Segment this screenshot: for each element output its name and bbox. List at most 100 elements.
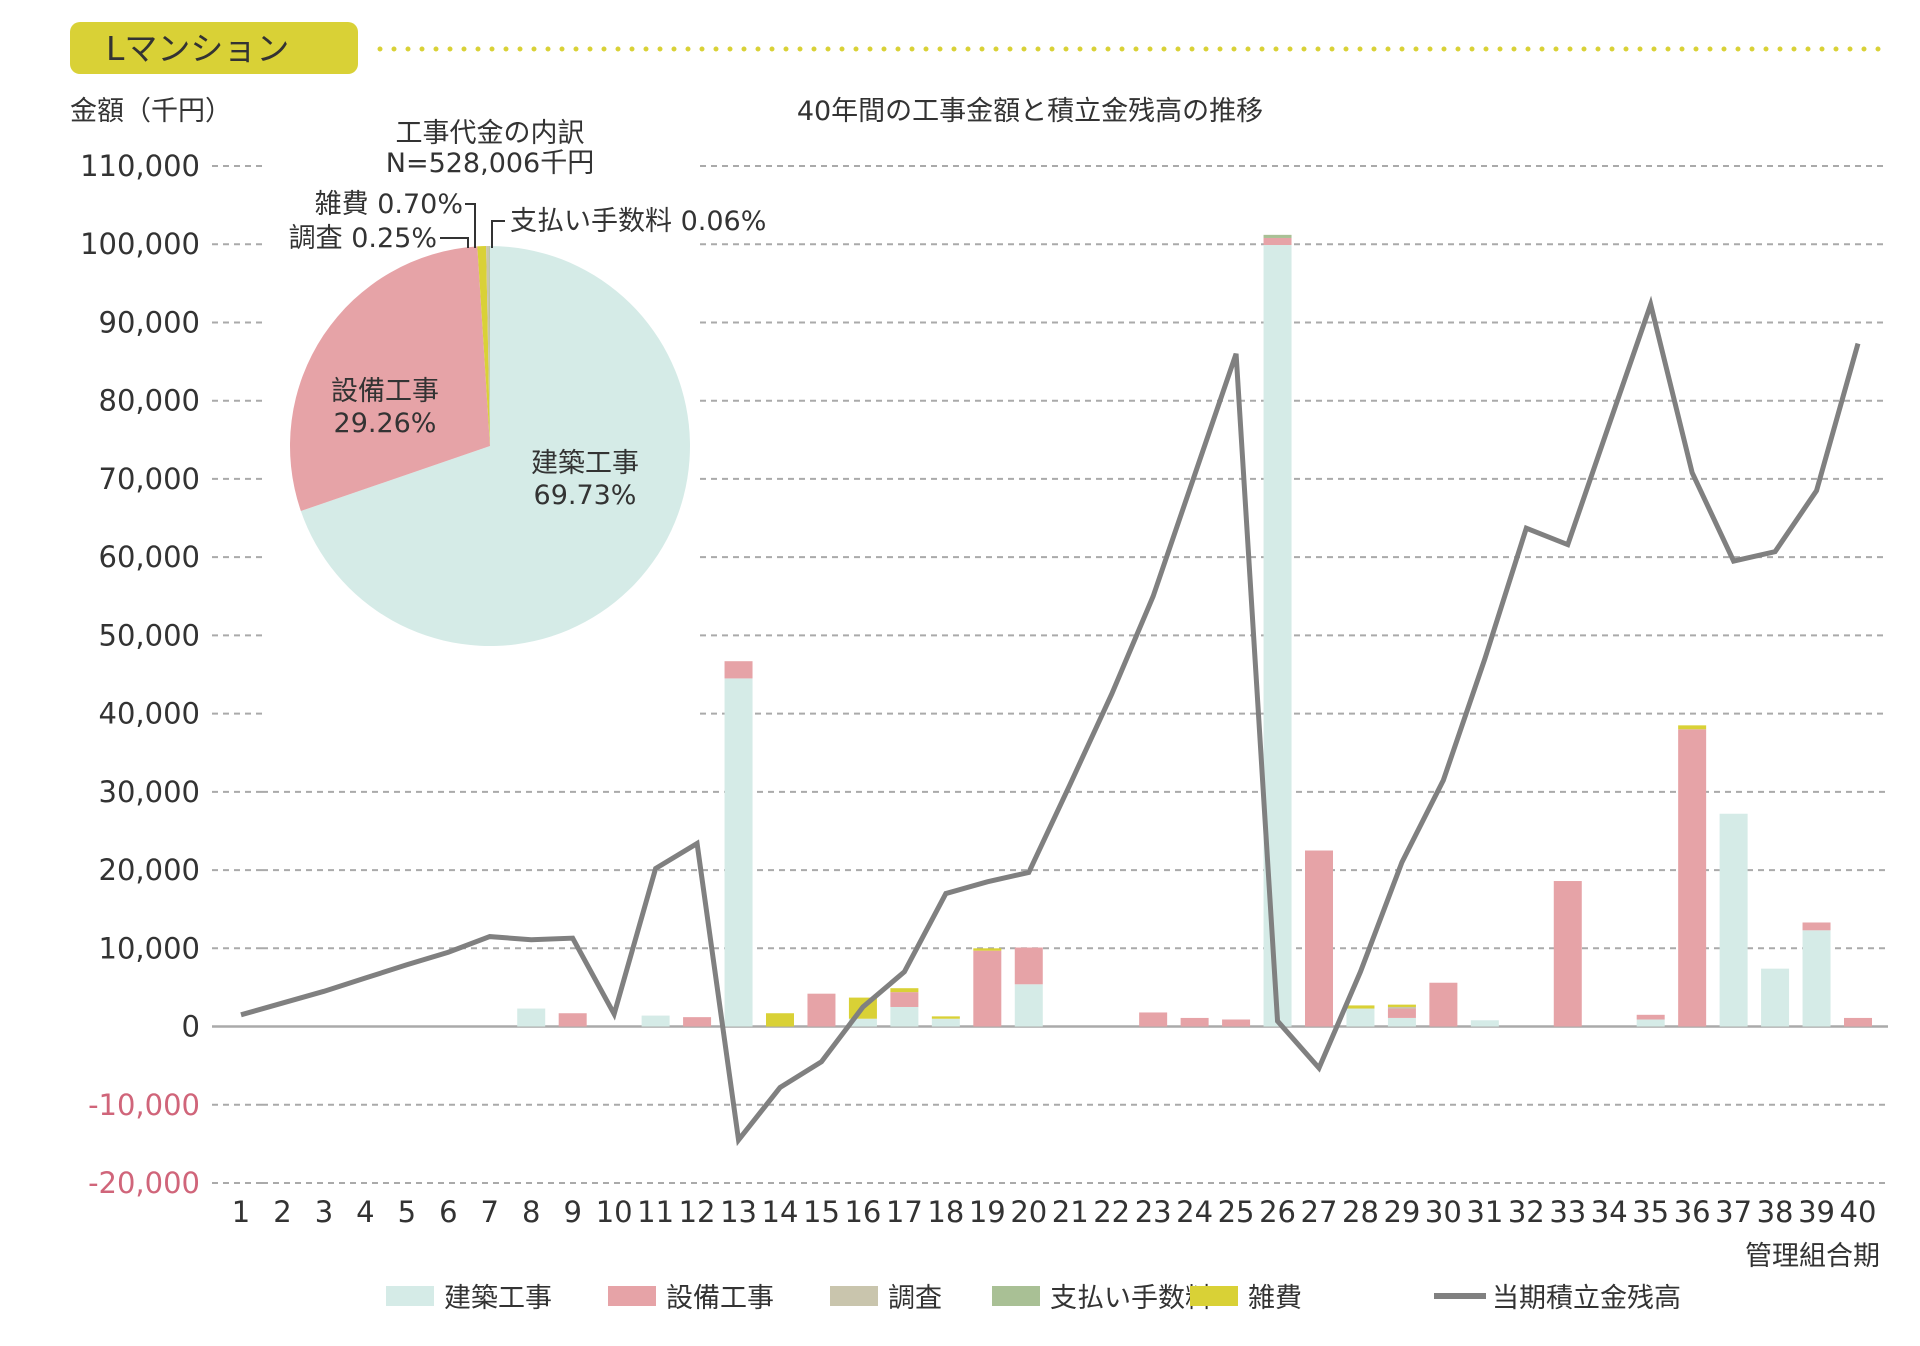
bar-建築工事: [641, 1015, 670, 1027]
x-tick-label: 12: [679, 1195, 716, 1229]
x-tick-label: 19: [969, 1195, 1006, 1229]
x-tick-label: 15: [803, 1195, 840, 1229]
legend-swatch: [992, 1286, 1040, 1306]
bar-建築工事: [517, 1008, 546, 1027]
x-tick-label: 8: [522, 1195, 540, 1229]
x-tick-label: 30: [1425, 1195, 1462, 1229]
x-tick-label: 22: [1093, 1195, 1130, 1229]
legend-item: 当期積立金残高: [1434, 1283, 1681, 1314]
x-tick-label: 3: [315, 1195, 333, 1229]
x-tick-label: 11: [637, 1195, 674, 1229]
bar-建築工事: [1014, 984, 1043, 1027]
x-tick-label: 16: [844, 1195, 881, 1229]
x-tick-label: 20: [1010, 1195, 1047, 1229]
y-tick-label: 30,000: [99, 775, 200, 809]
pie-title: 工事代金の内訳: [396, 118, 585, 149]
x-tick-label: 21: [1052, 1195, 1089, 1229]
x-tick-label: 14: [762, 1195, 799, 1229]
x-tick-label: 5: [398, 1195, 416, 1229]
y-tick-label: 60,000: [99, 540, 200, 574]
x-tick-label: 29: [1383, 1195, 1420, 1229]
x-tick-label: 34: [1591, 1195, 1628, 1229]
pie-label-value: 29.26%: [334, 408, 437, 439]
bar-建築工事: [1346, 1008, 1375, 1027]
bar-設備工事: [973, 950, 1002, 1027]
bar-支払い手数料: [1263, 234, 1292, 238]
bar-雑費: [1678, 725, 1707, 730]
bar-建築工事: [931, 1018, 960, 1027]
bar-建築工事: [1761, 968, 1790, 1027]
legend-label: 当期積立金残高: [1492, 1283, 1681, 1314]
x-tick-label: 28: [1342, 1195, 1379, 1229]
x-tick-label: 4: [356, 1195, 374, 1229]
x-tick-label: 35: [1632, 1195, 1669, 1229]
legend-item: 雑費: [1190, 1283, 1302, 1314]
bar-建築工事: [890, 1006, 919, 1027]
leader-line: [491, 220, 505, 248]
bar-建築工事: [1470, 1020, 1499, 1027]
x-tick-label: 2: [273, 1195, 291, 1229]
bar-建築工事: [1802, 930, 1831, 1027]
legend-label: 雑費: [1248, 1283, 1302, 1314]
x-tick-label: 31: [1466, 1195, 1503, 1229]
bar-設備工事: [1429, 982, 1458, 1027]
x-tick-label: 25: [1218, 1195, 1255, 1229]
chart-title: 40年間の工事金額と積立金残高の推移: [797, 96, 1263, 127]
y-tick-label: 110,000: [80, 149, 200, 183]
bar-設備工事: [724, 661, 753, 679]
x-tick-label: 33: [1549, 1195, 1586, 1229]
x-tick-label: 13: [720, 1195, 757, 1229]
y-tick-label: 80,000: [99, 384, 200, 418]
bar-設備工事: [1222, 1019, 1251, 1027]
bar-設備工事: [558, 1013, 587, 1027]
header-badge: Lマンション: [70, 22, 358, 74]
y-tick-label: 20,000: [99, 853, 200, 887]
bar-設備工事: [1387, 1008, 1416, 1018]
bar-雑費: [890, 988, 919, 993]
pie-subtitle: N=528,006千円: [386, 148, 594, 179]
legend-item: 設備工事: [608, 1283, 774, 1314]
x-tick-label: 1: [232, 1195, 250, 1229]
y-axis-label: 金額（千円）: [70, 96, 232, 127]
x-axis-label: 管理組合期: [1745, 1241, 1880, 1272]
bar-設備工事: [1305, 850, 1333, 1027]
x-tick-label: 17: [886, 1195, 923, 1229]
bar-設備工事: [1180, 1017, 1209, 1027]
x-tick-label: 26: [1259, 1195, 1296, 1229]
legend-label: 建築工事: [444, 1283, 552, 1314]
bar-建築工事: [1719, 813, 1748, 1027]
bar-建築工事: [848, 1018, 877, 1027]
x-tick-label: 38: [1757, 1195, 1794, 1229]
bar-設備工事: [1263, 237, 1292, 246]
bar-建築工事: [724, 678, 753, 1027]
bar-建築工事: [1636, 1019, 1665, 1027]
x-tick-label: 40: [1840, 1195, 1877, 1229]
pie-slice-設備工事: [290, 246, 490, 512]
bar-雑費: [931, 1016, 960, 1019]
bar-設備工事: [1014, 947, 1043, 985]
bar-設備工事: [807, 993, 836, 1027]
bar-設備工事: [890, 992, 919, 1007]
x-tick-label: 9: [563, 1195, 581, 1229]
pie-slice-調査: [486, 246, 490, 446]
balance-line: [240, 295, 1861, 1147]
pie-label: 調査 0.25%: [289, 223, 437, 254]
bar-設備工事: [1802, 922, 1831, 931]
y-tick-label: 10,000: [99, 931, 200, 965]
legend-label: 支払い手数料: [1050, 1283, 1212, 1314]
y-tick-label: 50,000: [99, 618, 200, 652]
x-tick-label: 39: [1798, 1195, 1835, 1229]
y-tick-label: 70,000: [99, 462, 200, 496]
bar-設備工事: [1678, 729, 1707, 1027]
y-tick-label: 0: [182, 1010, 200, 1044]
x-tick-label: 10: [596, 1195, 633, 1229]
y-tick-label: 90,000: [99, 305, 200, 339]
legend-item: 支払い手数料: [992, 1283, 1212, 1314]
bar-設備工事: [1553, 881, 1582, 1027]
x-tick-label: 6: [439, 1195, 457, 1229]
pie-slice-建築工事: [300, 246, 690, 646]
pie-label-name: 設備工事: [331, 376, 439, 407]
bar-設備工事: [1139, 1012, 1168, 1027]
leader-line: [440, 237, 469, 248]
